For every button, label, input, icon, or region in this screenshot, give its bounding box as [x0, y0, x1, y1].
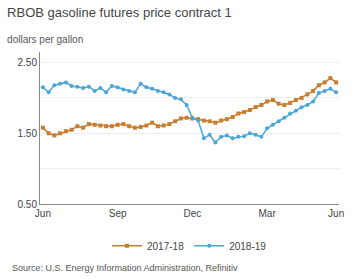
- svg-text:2.50: 2.50: [18, 57, 38, 68]
- svg-text:2018-19: 2018-19: [229, 241, 266, 252]
- svg-text:Dec: Dec: [183, 208, 201, 219]
- svg-text:Source: U.S. Energy Informatio: Source: U.S. Energy Information Administ…: [12, 263, 238, 273]
- svg-text:1.50: 1.50: [18, 128, 38, 139]
- svg-text:0.50: 0.50: [18, 199, 38, 210]
- svg-text:RBOB gasoline futures price co: RBOB gasoline futures price contract 1: [7, 5, 232, 20]
- svg-text:Mar: Mar: [259, 208, 277, 219]
- svg-text:2017-18: 2017-18: [147, 241, 184, 252]
- svg-text:Jun: Jun: [35, 208, 51, 219]
- svg-text:dollars per gallon: dollars per gallon: [7, 34, 83, 45]
- svg-text:Jun: Jun: [328, 208, 344, 219]
- svg-text:Sep: Sep: [109, 208, 127, 219]
